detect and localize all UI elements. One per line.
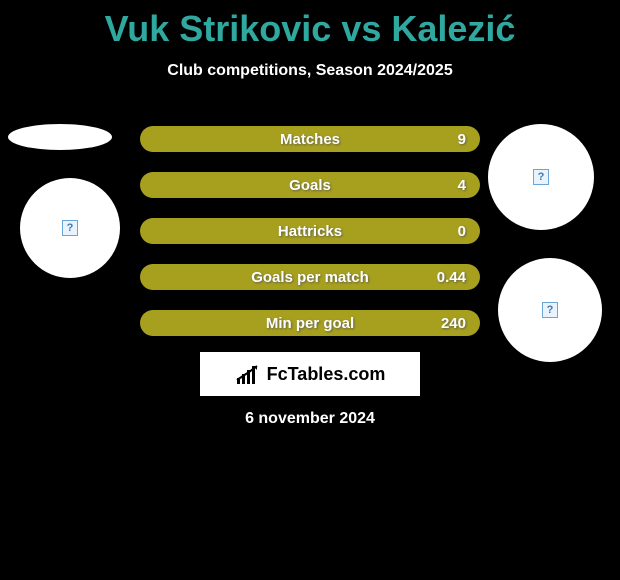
stat-value: 0.44 bbox=[437, 269, 466, 286]
stat-value: 240 bbox=[441, 315, 466, 332]
player-right-avatar-top: ? bbox=[488, 124, 594, 230]
stats-panel: Matches 9 Goals 4 Hattricks 0 Goals per match 0… bbox=[140, 126, 480, 356]
player-left-avatar: ? bbox=[20, 178, 120, 278]
stat-bar: Min per goal 240 bbox=[140, 310, 480, 336]
brand-box: FcTables.com bbox=[200, 352, 420, 396]
stat-bar: Hattricks 0 bbox=[140, 218, 480, 244]
stat-label: Goals bbox=[289, 177, 331, 194]
stat-bar: Goals 4 bbox=[140, 172, 480, 198]
stat-bar: Goals per match 0.44 bbox=[140, 264, 480, 290]
image-placeholder-icon: ? bbox=[542, 302, 558, 318]
image-placeholder-icon: ? bbox=[533, 169, 549, 185]
page-title: Vuk Strikovic vs Kalezić bbox=[0, 0, 620, 50]
subtitle: Club competitions, Season 2024/2025 bbox=[0, 62, 620, 80]
player-right-avatar-bottom: ? bbox=[498, 258, 602, 362]
image-placeholder-icon: ? bbox=[62, 220, 78, 236]
stat-value: 0 bbox=[458, 223, 466, 240]
stat-value: 4 bbox=[458, 177, 466, 194]
stat-value: 9 bbox=[458, 131, 466, 148]
stat-label: Goals per match bbox=[251, 269, 369, 286]
stat-label: Min per goal bbox=[266, 315, 354, 332]
stat-bar: Matches 9 bbox=[140, 126, 480, 152]
date-label: 6 november 2024 bbox=[0, 410, 620, 428]
player-left-ellipse bbox=[8, 124, 112, 150]
stat-label: Hattricks bbox=[278, 223, 342, 240]
stat-label: Matches bbox=[280, 131, 340, 148]
brand-text: FcTables.com bbox=[267, 364, 386, 385]
brand-chart-icon bbox=[235, 364, 261, 384]
